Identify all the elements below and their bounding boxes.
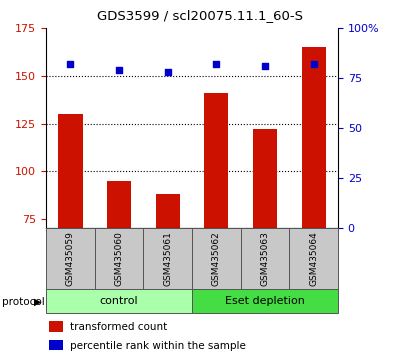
Bar: [95, 228, 143, 289]
Point: [310, 62, 317, 67]
Bar: [143, 228, 192, 289]
Bar: [46, 228, 95, 289]
Text: GSM435061: GSM435061: [163, 231, 172, 286]
Text: control: control: [100, 296, 138, 306]
Bar: [46, 289, 192, 313]
Bar: [192, 289, 338, 313]
Bar: [289, 228, 338, 289]
Point: [164, 69, 171, 75]
Point: [262, 63, 268, 69]
Bar: [204, 93, 228, 228]
Bar: [58, 114, 82, 228]
Text: percentile rank within the sample: percentile rank within the sample: [70, 341, 246, 351]
Bar: [302, 47, 326, 228]
Text: GSM435063: GSM435063: [260, 231, 270, 286]
Text: ▶: ▶: [34, 297, 42, 307]
Point: [213, 62, 220, 67]
Text: Eset depletion: Eset depletion: [225, 296, 305, 306]
Text: GSM435060: GSM435060: [114, 231, 124, 286]
Bar: [50, 321, 63, 332]
Bar: [253, 129, 277, 228]
Point: [116, 68, 122, 73]
Bar: [241, 228, 289, 289]
Bar: [107, 181, 131, 228]
Text: transformed count: transformed count: [70, 322, 167, 332]
Text: protocol: protocol: [2, 297, 45, 307]
Bar: [192, 228, 241, 289]
Text: GSM435062: GSM435062: [212, 231, 221, 286]
Text: GSM435064: GSM435064: [309, 231, 318, 286]
Bar: [50, 340, 63, 350]
Text: GDS3599 / scl20075.11.1_60-S: GDS3599 / scl20075.11.1_60-S: [97, 9, 303, 22]
Point: [67, 62, 74, 67]
Bar: [156, 194, 180, 228]
Text: GSM435059: GSM435059: [66, 231, 75, 286]
